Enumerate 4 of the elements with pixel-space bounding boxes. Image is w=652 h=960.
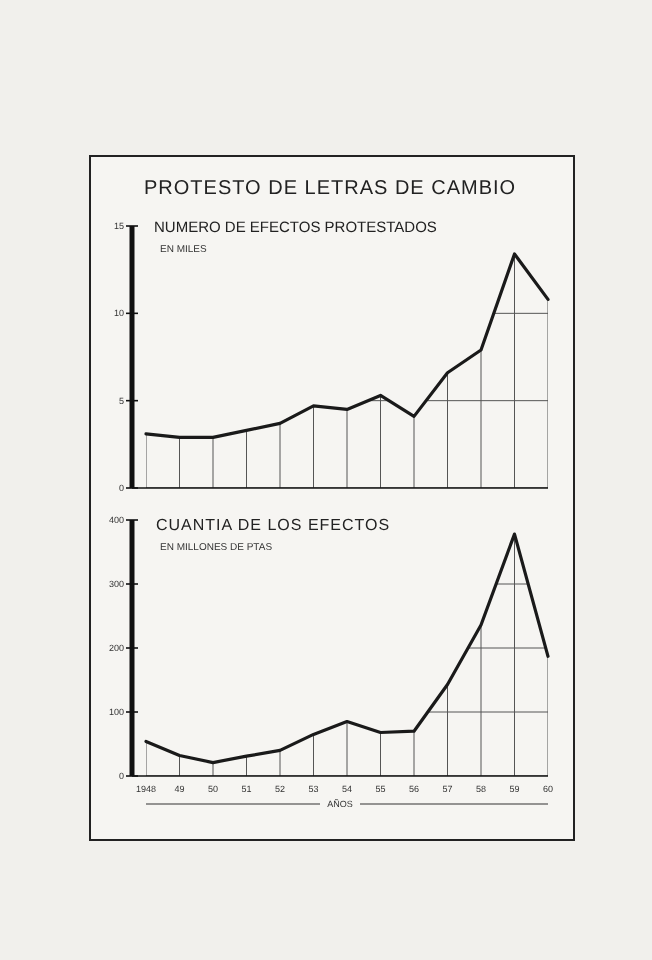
chart-title: CUANTIA DE LOS EFECTOS bbox=[156, 516, 391, 534]
line-series bbox=[144, 252, 550, 439]
chart-title: PROTESTO DE LETRAS DE CAMBIO bbox=[144, 178, 517, 200]
line-series bbox=[144, 532, 550, 765]
